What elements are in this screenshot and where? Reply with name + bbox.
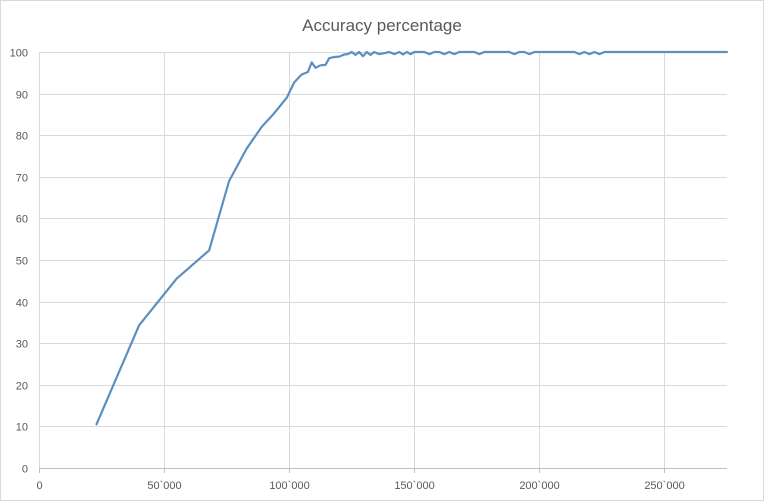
series-layer bbox=[95, 50, 729, 426]
x-tick-label: 0 bbox=[36, 480, 42, 492]
y-tick-label: 0 bbox=[22, 464, 28, 476]
y-tick-label: 100 bbox=[10, 48, 28, 60]
x-tick-label: 100`000 bbox=[269, 480, 309, 492]
y-tick-label: 80 bbox=[16, 131, 28, 143]
x-tick-label: 150`000 bbox=[394, 480, 434, 492]
gridlines bbox=[39, 52, 727, 468]
x-tick-label: 250`000 bbox=[644, 480, 684, 492]
x-tick-label: 200`000 bbox=[519, 480, 559, 492]
axes bbox=[39, 52, 727, 473]
y-tick-label: 40 bbox=[16, 298, 28, 310]
chart-title: Accuracy percentage bbox=[302, 16, 462, 35]
tick-labels: 0 10 20 30 40 50 60 70 80 90 100 0 50`000 100`000 150`… bbox=[10, 48, 685, 493]
y-tick-label: 20 bbox=[16, 381, 28, 393]
y-tick-label: 10 bbox=[16, 422, 28, 434]
series-line bbox=[95, 50, 729, 426]
x-tick-label: 50`000 bbox=[147, 480, 181, 492]
y-tick-label: 30 bbox=[16, 339, 28, 351]
y-tick-label: 60 bbox=[16, 214, 28, 226]
y-tick-label: 50 bbox=[16, 256, 28, 268]
y-tick-label: 70 bbox=[16, 173, 28, 185]
y-tick-label: 90 bbox=[16, 90, 28, 102]
